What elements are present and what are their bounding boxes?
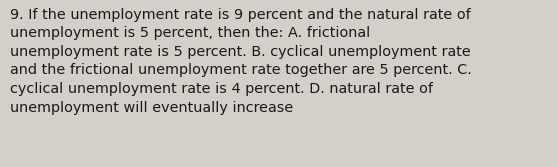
Text: 9. If the unemployment rate is 9 percent and the natural rate of
unemployment is: 9. If the unemployment rate is 9 percent… — [10, 8, 472, 115]
